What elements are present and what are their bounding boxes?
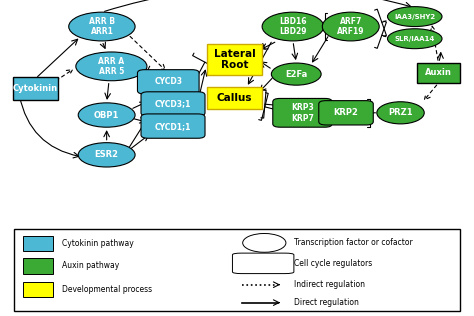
Ellipse shape xyxy=(377,102,424,124)
FancyBboxPatch shape xyxy=(207,88,262,110)
Text: Cytokinin pathway: Cytokinin pathway xyxy=(62,239,134,248)
Bar xyxy=(23,258,53,274)
Ellipse shape xyxy=(322,12,379,41)
Ellipse shape xyxy=(76,52,147,81)
FancyBboxPatch shape xyxy=(319,100,373,125)
Text: KRP2: KRP2 xyxy=(334,108,358,117)
Bar xyxy=(23,236,53,252)
Text: ARF7
ARF19: ARF7 ARF19 xyxy=(337,17,365,36)
Ellipse shape xyxy=(78,103,135,127)
Bar xyxy=(23,282,53,297)
FancyBboxPatch shape xyxy=(13,77,58,100)
Text: CYCD3;1: CYCD3;1 xyxy=(155,100,191,108)
FancyBboxPatch shape xyxy=(14,229,460,311)
Text: Auxin pathway: Auxin pathway xyxy=(62,261,119,270)
Ellipse shape xyxy=(387,29,442,49)
Text: Direct regulation: Direct regulation xyxy=(294,298,359,307)
Text: PRZ1: PRZ1 xyxy=(388,108,413,117)
Text: Transcription factor or cofactor: Transcription factor or cofactor xyxy=(294,238,413,247)
Text: Lateral
Root: Lateral Root xyxy=(214,49,255,70)
Ellipse shape xyxy=(387,7,442,27)
Text: E2Fa: E2Fa xyxy=(285,70,307,79)
Text: Auxin: Auxin xyxy=(425,69,452,77)
Text: Developmental process: Developmental process xyxy=(62,285,152,294)
Text: LBD16
LBD29: LBD16 LBD29 xyxy=(279,17,307,36)
FancyBboxPatch shape xyxy=(207,44,262,75)
Text: ARR B
ARR1: ARR B ARR1 xyxy=(89,17,115,36)
Text: SLR/IAA14: SLR/IAA14 xyxy=(394,36,435,42)
FancyBboxPatch shape xyxy=(232,253,294,274)
Text: ESR2: ESR2 xyxy=(95,150,118,159)
Text: CYCD3: CYCD3 xyxy=(154,77,182,86)
Text: Indirect regulation: Indirect regulation xyxy=(294,280,365,289)
Ellipse shape xyxy=(243,234,286,252)
FancyBboxPatch shape xyxy=(417,63,460,83)
FancyBboxPatch shape xyxy=(273,99,332,127)
Ellipse shape xyxy=(69,12,135,41)
Text: Cytokinin: Cytokinin xyxy=(13,84,58,93)
FancyBboxPatch shape xyxy=(137,70,199,94)
FancyBboxPatch shape xyxy=(141,92,205,116)
Text: Callus: Callus xyxy=(217,94,252,103)
Text: KRP3
KRP7: KRP3 KRP7 xyxy=(291,103,314,123)
Text: OBP1: OBP1 xyxy=(94,111,119,119)
Ellipse shape xyxy=(262,12,324,41)
Ellipse shape xyxy=(78,143,135,167)
FancyBboxPatch shape xyxy=(141,114,205,138)
Text: Cell cycle regulators: Cell cycle regulators xyxy=(294,259,372,268)
Text: CYCD1;1: CYCD1;1 xyxy=(155,122,191,131)
Text: IAA3/SHY2: IAA3/SHY2 xyxy=(394,14,435,20)
Text: ARR A
ARR 5: ARR A ARR 5 xyxy=(98,57,125,76)
Ellipse shape xyxy=(271,63,321,85)
